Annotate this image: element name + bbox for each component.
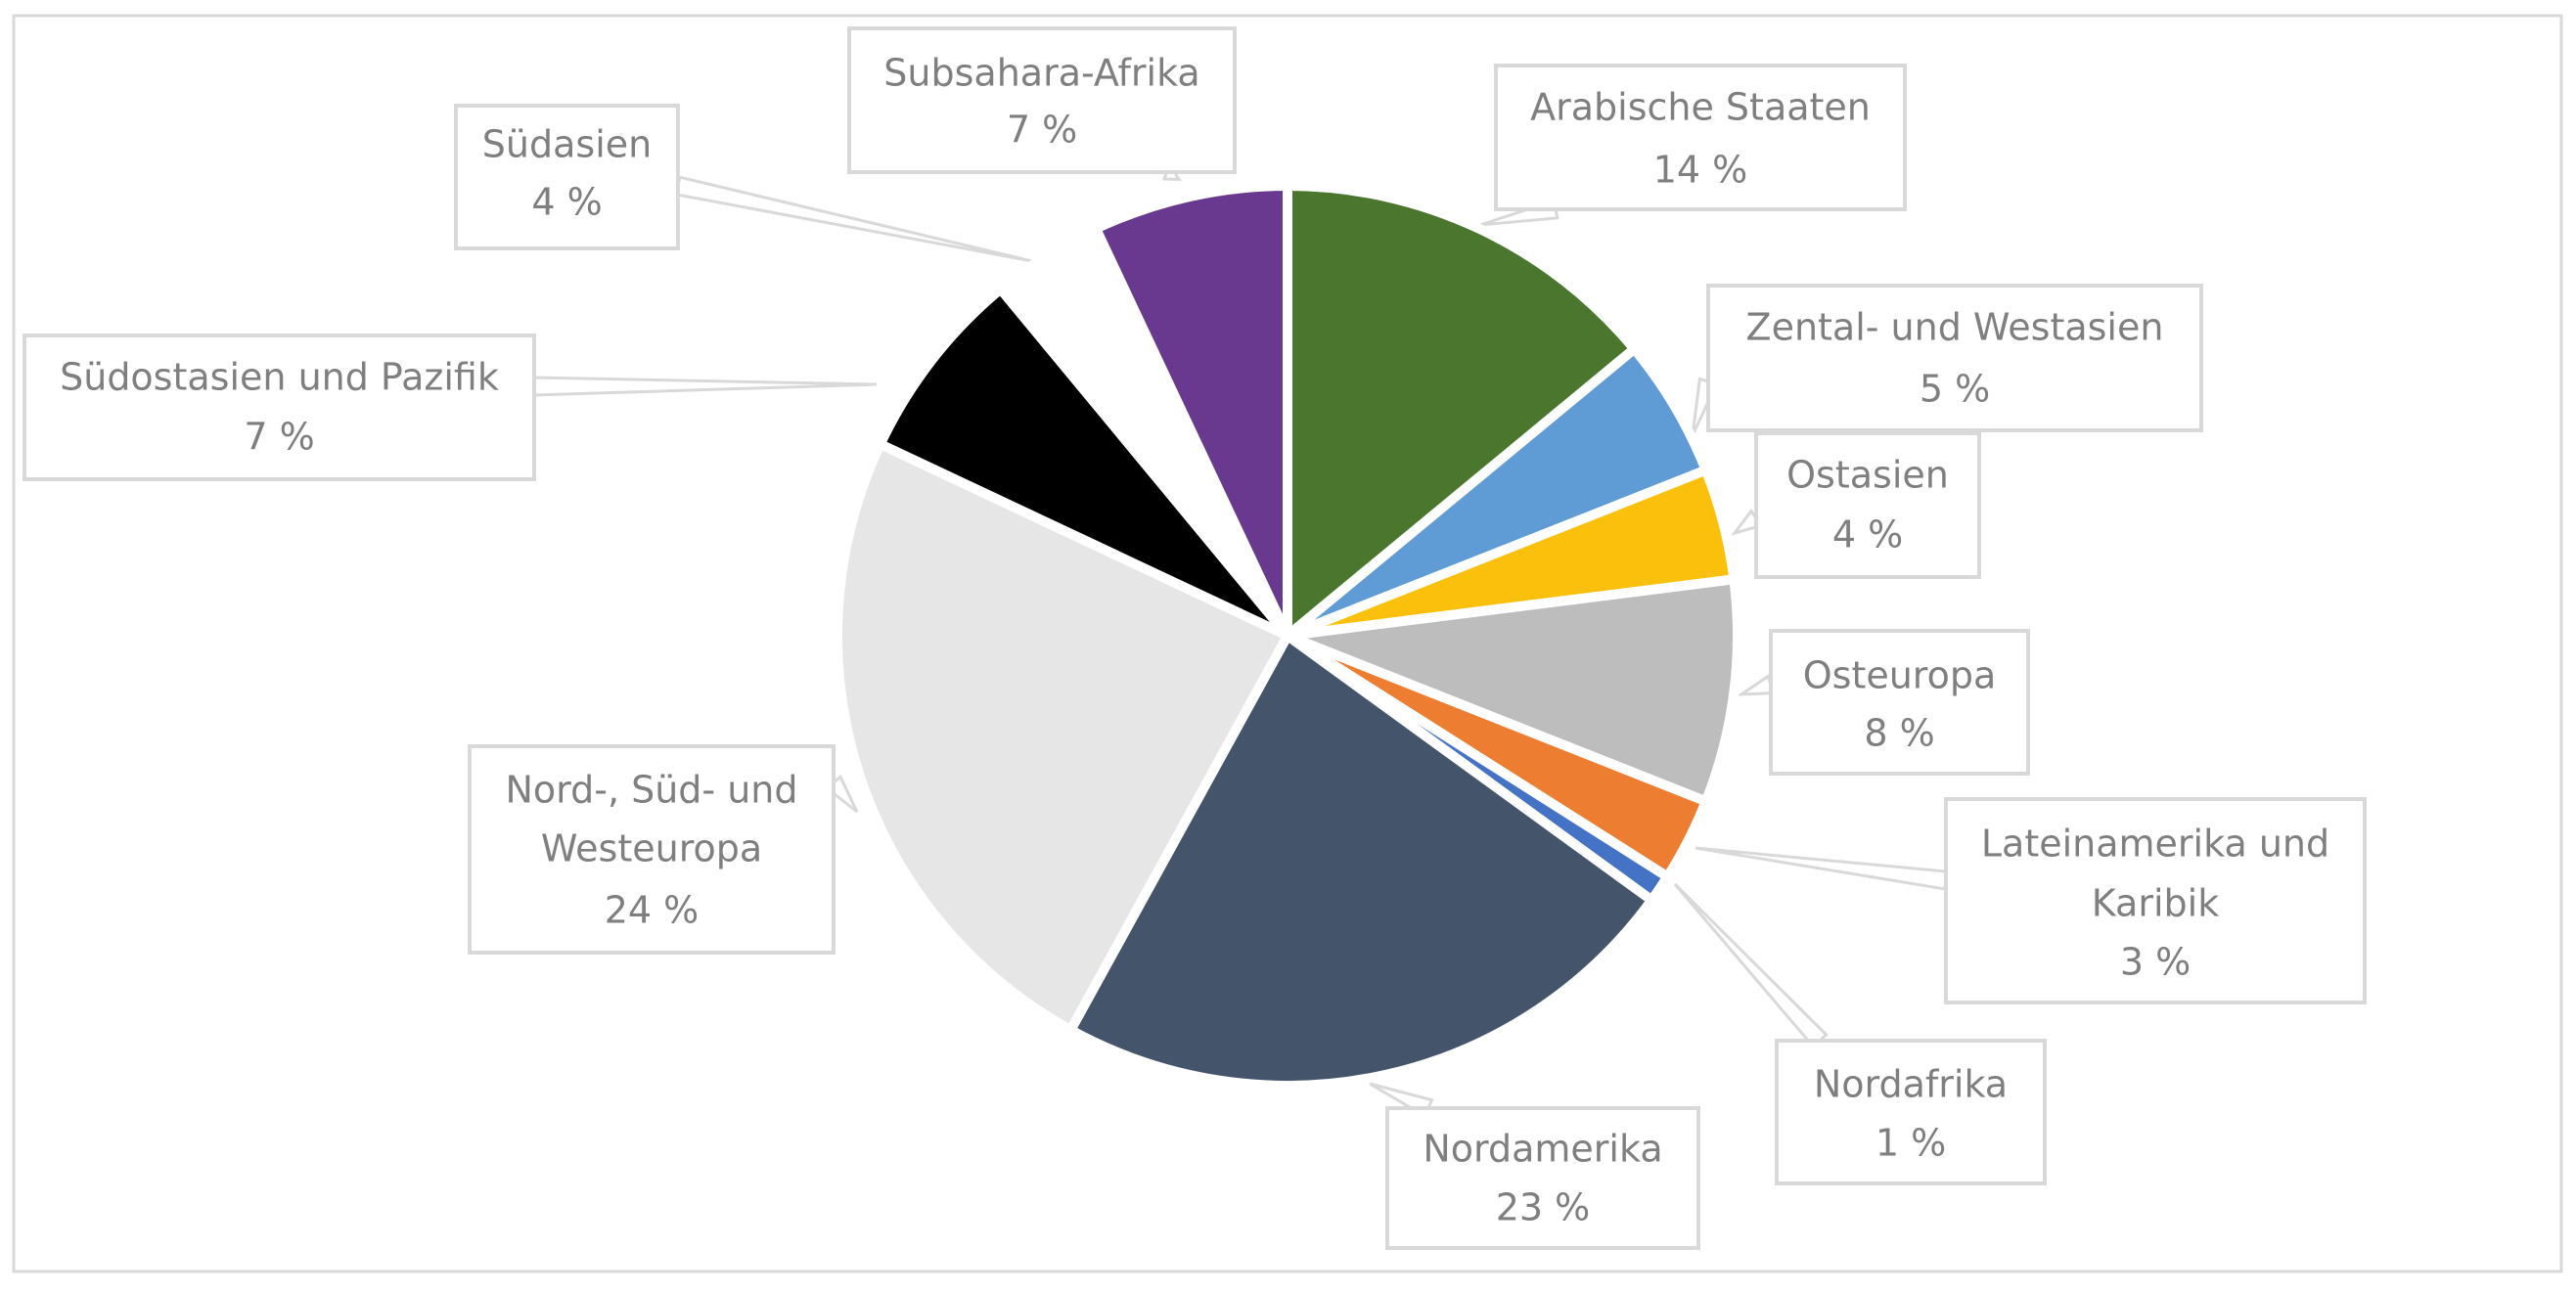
data-label-category-subsahara-afrika: Subsahara-Afrika [883,52,1199,95]
callout-box-ostasien [1754,431,1981,579]
callout-box-osteuropa [1769,629,2030,776]
data-label-value-arabische-staaten: 14 % [1653,149,1748,192]
pie-slice-nordamerika [1063,628,1659,1091]
callout-box-zental-und-westasien [1706,284,2203,432]
pie-slice-arabische-staaten [1283,180,1642,646]
pie-slice-suedostasien-und-pazifik [874,282,1291,641]
data-label-value-zental-und-westasien: 5 % [1920,368,1990,411]
data-label-category-arabische-staaten: Arabische Staaten [1530,86,1871,129]
data-label-category-nord-sued-und-westeuropa-label2: Westeuropa [541,827,762,870]
data-label-value-nordafrika: 1 % [1876,1122,1946,1165]
pie-slice-subsahara-afrika [1089,180,1292,639]
callout-box-nordamerika [1385,1106,1700,1250]
data-label-value-ostasien: 4 % [1832,513,1903,557]
data-label-value-lateinamerika-und-karibik: 3 % [2120,941,2191,984]
callout-box-nord-sued-und-westeuropa [468,744,836,955]
data-label-category-suedasien: Südasien [482,123,652,166]
data-label-category-zental-und-westasien: Zental- und Westasien [1746,306,2164,349]
callout-labels: Arabische Staaten 14 % Zental- und Westasi… [23,26,2367,1250]
callout-box-arabische-staaten [1494,64,1907,211]
callout-box-suedostasien-und-pazifik [23,334,536,481]
data-label-category-lateinamerika-und-karibik-label2: Karibik [2092,882,2219,925]
pie-slice-nord-sued-und-westeuropa [833,437,1294,1037]
data-label-category-lateinamerika-und-karibik-label1: Lateinamerika und [1981,823,2329,866]
data-label-value-suedostasien-und-pazifik: 7 % [244,416,314,459]
callout-box-suedasien [454,104,680,250]
data-label-category-osteuropa: Osteuropa [1803,654,1997,697]
pie-slices [833,180,1742,1091]
callout-box-subsahara-afrika [847,26,1237,174]
data-label-category-ostasien: Ostasien [1786,454,1949,497]
data-label-category-nordafrika: Nordafrika [1814,1063,2008,1106]
callout-box-lateinamerika-und-karibik [1944,797,2367,1004]
data-label-category-nord-sued-und-westeuropa-label1: Nord-, Süd- und [505,769,797,812]
data-label-value-nord-sued-und-westeuropa: 24 % [605,889,700,932]
data-label-category-suedostasien-und-pazifik: Südostasien und Pazifik [60,356,499,399]
data-label-value-subsahara-afrika: 7 % [1007,109,1077,152]
pie-slice-osteuropa [1286,573,1742,808]
data-label-category-nordamerika: Nordamerika [1423,1128,1662,1171]
data-label-value-osteuropa: 8 % [1864,712,1934,755]
data-label-value-nordamerika: 23 % [1496,1186,1591,1229]
callout-box-nordafrika [1775,1039,2047,1185]
data-label-value-suedasien: 4 % [531,181,602,224]
